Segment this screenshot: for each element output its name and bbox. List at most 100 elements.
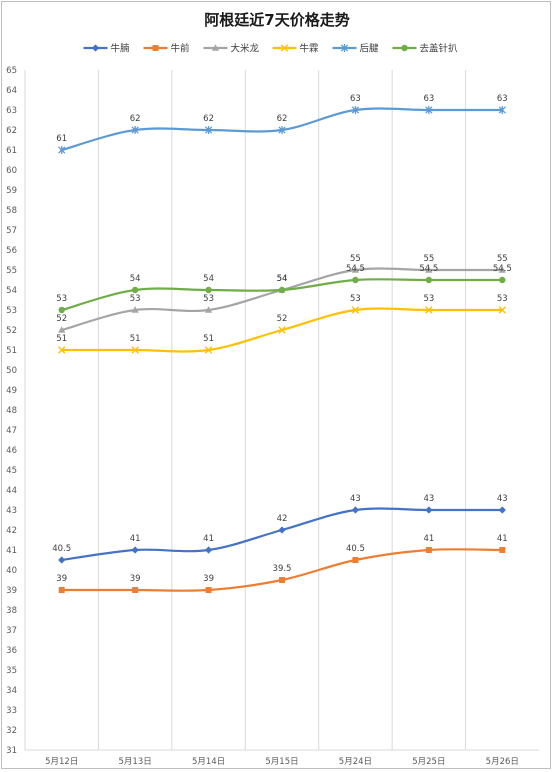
data-label: 41 — [497, 534, 508, 544]
data-point-marker — [279, 577, 285, 583]
legend: 牛腩 牛前 大米龙 牛霖 后腱 去盖针扒 — [83, 43, 458, 55]
data-label: 53 — [56, 294, 67, 304]
chart-title: 阿根廷近7天价格走势 — [204, 11, 350, 29]
data-point-marker — [131, 286, 139, 294]
y-tick-label: 55 — [6, 266, 17, 276]
data-label: 41 — [423, 534, 434, 544]
y-tick-label: 62 — [6, 126, 17, 136]
data-label: 52 — [56, 314, 67, 324]
data-label: 39.5 — [273, 564, 292, 574]
data-point-marker — [152, 45, 159, 51]
y-tick-label: 56 — [6, 246, 17, 256]
y-tick-label: 36 — [6, 646, 17, 656]
data-label: 53 — [497, 294, 508, 304]
data-label: 43 — [497, 494, 508, 504]
data-label: 63 — [350, 94, 361, 104]
data-label: 53 — [350, 294, 361, 304]
data-point-marker — [425, 306, 433, 314]
x-tick-label: 5月15日 — [265, 757, 298, 767]
data-point-marker — [131, 306, 139, 313]
y-tick-label: 61 — [6, 146, 17, 156]
data-point-marker — [58, 556, 66, 564]
legend-item: 牛前 — [143, 43, 190, 55]
y-tick-label: 37 — [6, 626, 17, 636]
y-tick-label: 47 — [6, 426, 17, 436]
y-tick-label: 46 — [6, 446, 17, 456]
y-tick-label: 57 — [6, 226, 17, 236]
data-label: 62 — [277, 114, 288, 124]
data-point-marker — [499, 547, 506, 553]
data-point-marker — [340, 44, 349, 52]
data-point-marker — [351, 106, 360, 114]
series-牛霖 — [58, 306, 506, 354]
x-tick-label: 5月14日 — [192, 757, 225, 767]
data-label: 54.5 — [346, 264, 365, 274]
x-tick-label: 5月25日 — [412, 757, 445, 767]
y-tick-label: 50 — [6, 366, 17, 376]
data-point-marker — [131, 346, 139, 354]
data-point-marker — [498, 306, 506, 314]
data-label: 55 — [350, 254, 361, 264]
data-point-marker — [278, 326, 286, 334]
y-tick-label: 53 — [6, 306, 17, 316]
data-point-marker — [352, 557, 359, 563]
data-point-marker — [58, 146, 66, 154]
data-point-marker — [498, 506, 506, 514]
data-label: 54 — [277, 274, 288, 284]
data-point-marker — [351, 506, 360, 514]
x-tick-label: 5月12日 — [45, 757, 78, 767]
x-tick-label: 5月13日 — [119, 757, 152, 767]
y-tick-label: 33 — [6, 706, 17, 716]
data-point-marker — [425, 266, 433, 273]
legend-item: 大米龙 — [203, 43, 260, 55]
data-label: 40.5 — [346, 544, 365, 554]
legend-label: 牛前 — [171, 43, 190, 55]
data-point-marker — [351, 266, 360, 273]
data-point-marker — [91, 44, 100, 52]
data-label: 39 — [130, 574, 141, 584]
data-label: 53 — [423, 294, 434, 304]
data-point-marker — [352, 276, 359, 284]
y-tick-label: 41 — [6, 546, 17, 556]
legend-item: 后腱 — [332, 43, 379, 55]
data-label: 54 — [203, 274, 214, 284]
data-label: 39 — [203, 574, 214, 584]
series-后腱 — [58, 106, 506, 154]
data-label: 53 — [203, 294, 214, 304]
data-point-marker — [351, 306, 360, 314]
data-point-marker — [204, 346, 213, 354]
legend-item: 去盖针扒 — [392, 43, 458, 55]
data-point-marker — [205, 587, 212, 593]
data-label: 40.5 — [52, 544, 71, 554]
data-point-marker — [499, 276, 506, 284]
data-point-marker — [498, 106, 506, 114]
data-label: 54.5 — [493, 264, 512, 274]
data-point-marker — [401, 44, 408, 52]
data-point-marker — [131, 126, 139, 134]
y-tick-label: 48 — [6, 406, 17, 416]
data-point-marker — [58, 587, 65, 593]
data-label: 62 — [130, 114, 141, 124]
data-point-marker — [425, 276, 433, 284]
y-tick-label: 38 — [6, 606, 17, 616]
data-point-marker — [58, 306, 65, 314]
data-point-marker — [278, 526, 286, 534]
y-tick-label: 65 — [6, 66, 17, 76]
y-tick-label: 32 — [6, 726, 17, 736]
y-tick-label: 63 — [6, 106, 17, 116]
series-牛前 — [58, 547, 506, 593]
y-tick-label: 34 — [6, 686, 17, 696]
y-tick-label: 35 — [6, 666, 17, 676]
x-tick-label: 5月24日 — [339, 757, 372, 767]
data-label: 42 — [277, 514, 288, 524]
y-tick-label: 39 — [6, 586, 17, 596]
data-point-marker — [58, 346, 66, 354]
y-tick-label: 43 — [6, 506, 17, 516]
y-tick-label: 31 — [6, 746, 17, 756]
y-tick-label: 60 — [6, 166, 17, 176]
y-tick-label: 49 — [6, 386, 17, 396]
y-tick-label: 45 — [6, 466, 17, 476]
data-point-marker — [204, 306, 213, 313]
data-label: 51 — [130, 334, 141, 344]
